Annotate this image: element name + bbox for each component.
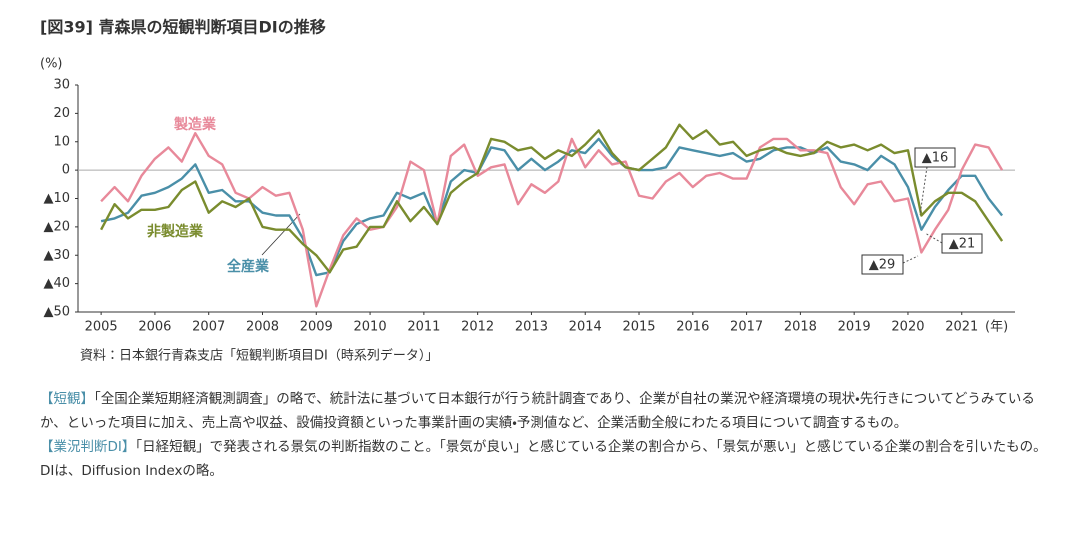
series-label: 全産業	[227, 258, 270, 275]
x-tick-label: 2013	[515, 320, 548, 335]
x-tick-label: 2012	[461, 320, 494, 335]
x-tick-label: 2016	[676, 320, 709, 335]
callout-box	[914, 147, 956, 168]
x-tick-label: 2015	[622, 320, 655, 335]
x-tick-label: 2017	[730, 320, 763, 335]
x-tick-label: 2018	[784, 320, 817, 335]
callout-label: ▲21	[949, 237, 976, 252]
x-tick-label: 2010	[354, 320, 387, 335]
note-text: 「全国企業短期経済観測調査」の略で、統計法に基づいて日本銀行が行う統計調査であり…	[40, 391, 1035, 431]
x-tick-label: 2020	[891, 320, 924, 335]
callout-leader	[924, 232, 943, 244]
y-tick-label: 30	[53, 78, 70, 93]
y-tick-label: 0	[62, 163, 70, 178]
y-tick-label: ▲10	[43, 191, 70, 206]
y-tick-label: ▲20	[43, 219, 70, 234]
x-tick-label: 2007	[192, 320, 225, 335]
callout-label: ▲29	[869, 258, 896, 273]
y-tick-label: ▲30	[43, 248, 70, 263]
source: 資料：日本銀行青森支店「短観判断項目DI（時系列データ）」	[80, 348, 438, 364]
series-line	[100, 123, 1004, 274]
y-axis-label: (%)	[40, 57, 63, 72]
x-tick-label: 2019	[838, 320, 871, 335]
x-tick-label: 2008	[246, 320, 279, 335]
y-tick-label: 20	[53, 106, 70, 121]
note: 【業況判断DI】「日経短観」で発表される景気の判断指数のこと。「景気が良い」と感…	[40, 435, 1050, 483]
callout-box	[861, 254, 904, 275]
note-text: 「日経短観」で発表される景気の判断指数のこと。「景気が良い」と感じている企業の割…	[40, 439, 1047, 479]
x-axis-label: (年)	[985, 320, 1008, 335]
y-tick-label: ▲50	[43, 305, 70, 320]
callout-leader	[902, 255, 919, 264]
note: 【短観】「全国企業短期経済観測調査」の略で、統計法に基づいて日本銀行が行う統計調…	[40, 387, 1050, 435]
note-term: 【短観】	[40, 391, 94, 407]
series-label: 製造業	[173, 116, 217, 133]
callout-box	[941, 233, 983, 254]
x-tick-label: 2006	[138, 320, 171, 335]
x-tick-label: 2009	[300, 320, 333, 335]
notes: 【短観】「全国企業短期経済観測調査」の略で、統計法に基づいて日本銀行が行う統計調…	[40, 387, 1050, 483]
series-label: 非製造業	[147, 223, 204, 240]
y-tick-label: ▲40	[43, 276, 70, 291]
note-term: 【業況判断DI】	[40, 439, 136, 455]
series-line	[100, 132, 1004, 308]
chart-title: [図39] 青森県の短観判断項目DIの推移	[40, 18, 326, 37]
x-tick-label: 2021	[945, 320, 978, 335]
x-tick-label: 2005	[85, 320, 118, 335]
x-tick-label: 2014	[569, 320, 602, 335]
callout-leader	[919, 166, 928, 216]
x-tick-label: 2011	[407, 320, 440, 335]
chart: [図39] 青森県の短観判断項目DIの推移 (%) (年) 資料：日本銀行青森支…	[40, 18, 1015, 364]
callout-label: ▲16	[922, 151, 949, 166]
y-tick-label: 10	[53, 134, 70, 149]
